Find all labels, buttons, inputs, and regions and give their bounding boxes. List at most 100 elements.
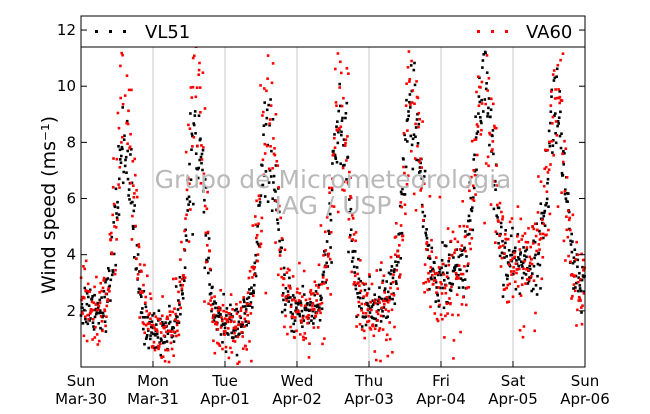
point-vl51 — [501, 295, 505, 298]
point-vl51 — [191, 134, 194, 138]
point-vl51 — [508, 264, 512, 268]
point-vl51 — [442, 306, 446, 310]
point-vl51 — [225, 314, 228, 317]
point-va60 — [185, 188, 189, 192]
point-vl51 — [389, 282, 393, 285]
point-vl51 — [214, 302, 218, 305]
point-va60 — [257, 222, 260, 225]
point-vl51 — [427, 243, 431, 247]
point-vl51 — [159, 337, 163, 340]
point-va60 — [548, 212, 552, 216]
point-va60 — [297, 310, 300, 313]
point-va60 — [399, 273, 402, 276]
point-vl51 — [575, 281, 578, 285]
point-vl51 — [381, 279, 385, 283]
point-vl51 — [329, 246, 332, 249]
point-va60 — [545, 190, 549, 193]
point-va60 — [528, 278, 531, 281]
point-vl51 — [479, 116, 482, 119]
point-vl51 — [348, 198, 351, 201]
point-va60 — [385, 333, 389, 337]
point-vl51 — [149, 337, 152, 341]
point-va60 — [277, 186, 280, 189]
point-va60 — [470, 175, 473, 179]
point-va60 — [531, 242, 535, 245]
point-va60 — [227, 356, 231, 360]
point-vl51 — [122, 138, 126, 141]
point-vl51 — [147, 329, 150, 332]
point-va60 — [435, 256, 438, 259]
point-va60 — [113, 272, 117, 276]
point-va60 — [200, 144, 203, 147]
point-vl51 — [339, 104, 342, 108]
point-vl51 — [389, 272, 392, 276]
point-va60 — [507, 300, 511, 303]
point-vl51 — [492, 207, 496, 211]
point-vl51 — [337, 130, 340, 134]
point-va60 — [175, 334, 178, 338]
point-va60 — [81, 295, 85, 299]
point-vl51 — [320, 296, 323, 300]
point-vl51 — [460, 249, 464, 252]
point-vl51 — [533, 256, 536, 260]
point-vl51 — [347, 182, 351, 186]
point-vl51 — [143, 316, 147, 319]
point-va60 — [298, 292, 302, 295]
point-vl51 — [138, 288, 142, 291]
point-va60 — [368, 273, 371, 276]
point-vl51 — [324, 281, 327, 284]
point-va60 — [274, 199, 278, 202]
point-va60 — [180, 240, 183, 244]
point-va60 — [275, 160, 279, 163]
point-vl51 — [556, 124, 559, 128]
point-va60 — [501, 218, 504, 221]
point-vl51 — [332, 149, 335, 153]
point-va60 — [95, 333, 99, 336]
point-vl51 — [189, 178, 193, 181]
point-vl51 — [219, 333, 223, 336]
point-va60 — [233, 331, 236, 335]
point-va60 — [484, 102, 487, 106]
point-va60 — [247, 276, 251, 280]
point-va60 — [145, 309, 148, 313]
point-vl51 — [382, 306, 386, 309]
point-va60 — [184, 217, 187, 220]
point-vl51 — [90, 297, 94, 300]
point-va60 — [204, 231, 208, 235]
point-va60 — [216, 328, 220, 331]
point-va60 — [399, 201, 403, 204]
point-vl51 — [87, 295, 90, 299]
point-va60 — [276, 164, 279, 167]
point-vl51 — [520, 263, 523, 267]
point-va60 — [375, 310, 379, 313]
point-vl51 — [163, 341, 166, 344]
point-va60 — [381, 328, 385, 331]
point-vl51 — [168, 304, 171, 308]
point-va60 — [440, 292, 444, 295]
point-va60 — [309, 290, 312, 294]
point-va60 — [442, 273, 446, 276]
point-va60 — [183, 276, 187, 279]
point-vl51 — [554, 112, 557, 115]
point-vl51 — [360, 325, 364, 328]
point-vl51 — [358, 291, 362, 295]
point-vl51 — [270, 209, 274, 212]
point-vl51 — [368, 275, 371, 278]
point-vl51 — [246, 304, 250, 307]
point-vl51 — [203, 266, 207, 270]
point-vl51 — [278, 239, 281, 243]
point-vl51 — [236, 327, 239, 331]
point-va60 — [434, 279, 437, 282]
point-va60 — [503, 252, 506, 255]
point-va60 — [148, 312, 152, 315]
point-vl51 — [433, 261, 436, 264]
point-vl51 — [561, 173, 565, 177]
point-va60 — [168, 329, 171, 333]
point-va60 — [241, 321, 244, 324]
point-vl51 — [545, 197, 549, 201]
point-vl51 — [330, 188, 334, 192]
point-va60 — [244, 344, 247, 348]
point-va60 — [132, 196, 136, 199]
x-tick-label-date: Apr-05 — [488, 390, 538, 408]
point-vl51 — [495, 214, 498, 217]
